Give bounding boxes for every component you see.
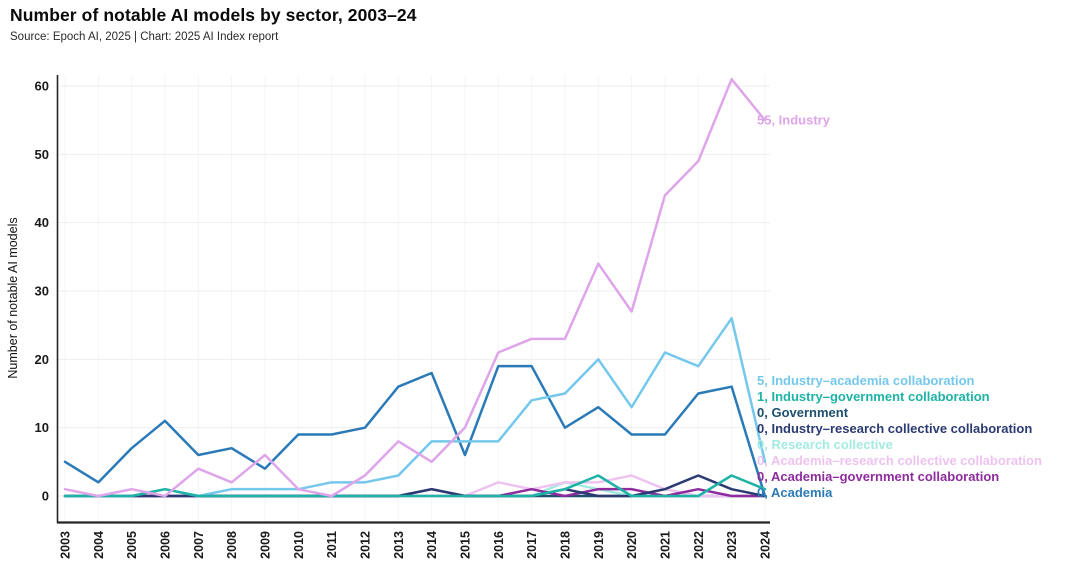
end-label-industry: 55, Industry bbox=[757, 113, 831, 128]
x-tick-label: 2022 bbox=[692, 531, 706, 559]
series-line-academia bbox=[63, 364, 767, 498]
series-line-industry bbox=[63, 77, 767, 498]
end-label-academia-research-collective-collaboration: 0, Academia–research collective collabor… bbox=[757, 453, 1042, 468]
x-tick-label: 2007 bbox=[192, 531, 206, 559]
end-label-government: 0, Government bbox=[757, 405, 849, 420]
series-line-industry-research-collective-collaboration bbox=[63, 474, 767, 498]
chart-source-note: Source: Epoch AI, 2025 | Chart: 2025 AI … bbox=[10, 31, 279, 43]
x-tick-label: 2003 bbox=[59, 531, 73, 559]
x-tick-label: 2017 bbox=[525, 531, 539, 559]
x-tick-label: 2005 bbox=[125, 531, 139, 559]
y-tick-label: 0 bbox=[42, 489, 49, 504]
y-tick-label: 10 bbox=[35, 420, 49, 435]
x-tick-label: 2009 bbox=[258, 531, 272, 559]
x-tick-label: 2006 bbox=[158, 531, 172, 559]
end-label-academia-government-collaboration: 0, Academia–government collaboration bbox=[757, 469, 999, 484]
x-tick-label: 2024 bbox=[758, 531, 772, 559]
y-tick-label: 60 bbox=[35, 79, 49, 94]
y-axis-title: Number of notable AI models bbox=[6, 217, 20, 378]
y-tick-label: 30 bbox=[35, 284, 49, 299]
x-tick-label: 2014 bbox=[425, 531, 439, 559]
x-tick-label: 2015 bbox=[458, 531, 472, 559]
x-tick-label: 2010 bbox=[292, 531, 306, 559]
x-tick-label: 2023 bbox=[725, 531, 739, 559]
x-tick-label: 2004 bbox=[92, 531, 106, 559]
x-tick-label: 2012 bbox=[358, 531, 372, 559]
end-label-research-collective: 0, Research collective bbox=[757, 437, 893, 452]
end-label-industry-research-collective-collaboration: 0, Industry–research collective collabor… bbox=[757, 421, 1032, 436]
x-tick-label: 2011 bbox=[325, 531, 339, 558]
y-tick-label: 50 bbox=[35, 147, 49, 162]
end-label-academia: 0, Academia bbox=[757, 485, 833, 500]
x-tick-label: 2016 bbox=[492, 531, 506, 559]
y-tick-label: 40 bbox=[35, 215, 49, 230]
end-label-industry-academia-collaboration: 5, Industry–academia collaboration bbox=[757, 373, 975, 388]
x-tick-label: 2020 bbox=[625, 531, 639, 559]
x-tick-label: 2013 bbox=[392, 531, 406, 559]
end-label-industry-government-collaboration: 1, Industry–government collaboration bbox=[757, 389, 990, 404]
y-tick-label: 20 bbox=[35, 352, 49, 367]
x-tick-label: 2018 bbox=[558, 531, 572, 559]
x-tick-label: 2008 bbox=[225, 531, 239, 559]
chart-title: Number of notable AI models by sector, 2… bbox=[10, 5, 417, 25]
series-line-industry-academia-collaboration bbox=[63, 317, 767, 498]
x-tick-label: 2019 bbox=[592, 531, 606, 559]
x-tick-label: 2021 bbox=[658, 531, 672, 559]
series-line-industry-government-collaboration bbox=[63, 474, 767, 498]
